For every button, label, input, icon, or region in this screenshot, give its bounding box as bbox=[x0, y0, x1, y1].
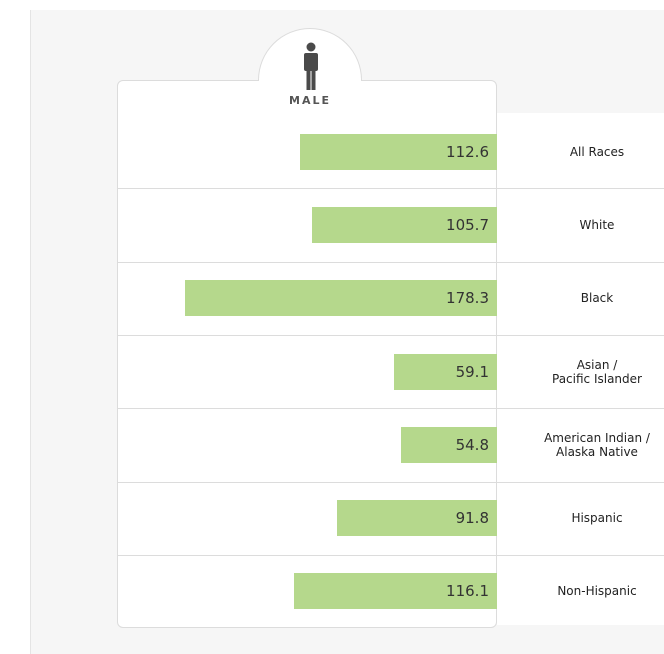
bar-value-label: 116.1 bbox=[446, 582, 489, 601]
bar bbox=[312, 206, 497, 243]
row-divider bbox=[118, 482, 664, 483]
category-label: American Indian / Alaska Native bbox=[544, 430, 650, 459]
header-label: MALE bbox=[289, 94, 331, 107]
bar bbox=[300, 133, 497, 170]
row-divider bbox=[118, 335, 664, 336]
bar-value-label: 91.8 bbox=[455, 509, 489, 528]
bar bbox=[393, 353, 497, 390]
bar bbox=[294, 573, 497, 610]
row-divider bbox=[118, 262, 664, 263]
category-label: All Races bbox=[569, 144, 625, 159]
bar-value-label: 59.1 bbox=[455, 362, 489, 381]
category-label: Non-Hispanic bbox=[557, 584, 637, 599]
bar bbox=[185, 280, 497, 317]
row-divider bbox=[118, 555, 664, 556]
row-divider bbox=[118, 188, 664, 189]
bar-value-label: 112.6 bbox=[446, 142, 489, 161]
category-label: White bbox=[579, 217, 615, 232]
category-label: Black bbox=[580, 291, 614, 306]
bar-value-label: 54.8 bbox=[455, 435, 489, 454]
category-label: Hispanic bbox=[571, 511, 623, 526]
male-person-icon bbox=[304, 42, 318, 90]
category-panel bbox=[497, 113, 664, 625]
bar bbox=[336, 500, 497, 537]
bar bbox=[401, 426, 497, 463]
row-divider bbox=[118, 408, 664, 409]
category-label: Asian / Pacific Islander bbox=[552, 357, 642, 386]
bar-value-label: 105.7 bbox=[446, 215, 489, 234]
bar-value-label: 178.3 bbox=[446, 289, 489, 308]
